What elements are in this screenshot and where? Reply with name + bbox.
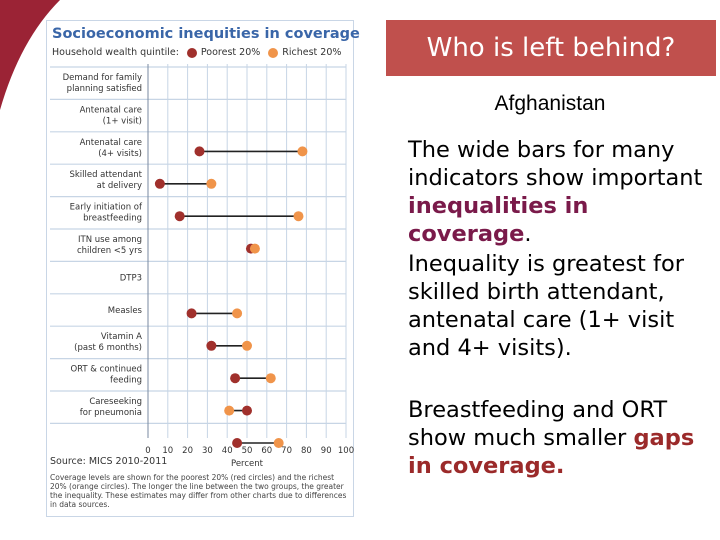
category-label-line: breastfeeding — [83, 214, 142, 224]
category-label-line: Antenatal care — [80, 138, 142, 148]
legend-richest-label: Richest 20% — [282, 47, 342, 58]
category-label-line: Vitamin A — [101, 332, 142, 342]
category-label-line: planning satisfied — [67, 84, 142, 94]
chart-legend: Household wealth quintile: Poorest 20% R… — [52, 47, 341, 58]
category-label: Antenatal care (4+ visits) — [80, 138, 142, 159]
category-label-line: ORT & continued — [70, 365, 142, 375]
category-label: Skilled attendant at delivery — [69, 170, 142, 191]
richest-point — [265, 373, 276, 384]
paragraph-text: Inequality is greatest for skilled birth… — [408, 251, 684, 361]
richest-point — [232, 308, 243, 319]
richest-point — [249, 243, 260, 254]
x-tick-label: 70 — [281, 446, 292, 456]
category-label-line: at delivery — [97, 181, 142, 191]
x-tick-label: 100 — [338, 446, 354, 456]
poorest-point — [154, 178, 165, 189]
paragraph-smaller-gaps: Breastfeeding and ORT show much smaller … — [408, 396, 713, 480]
category-label-line: (past 6 months) — [74, 343, 142, 353]
x-tick-label: 90 — [321, 446, 332, 456]
category-label-line: Demand for family — [63, 73, 142, 83]
category-label-line: (1+ visit) — [103, 116, 142, 126]
x-tick-label: 30 — [202, 446, 213, 456]
x-tick-label: 20 — [182, 446, 193, 456]
x-tick-label: 60 — [261, 446, 272, 456]
poorest-point — [174, 211, 185, 222]
poorest-point — [206, 340, 217, 351]
slide-banner: Who is left behind? — [386, 20, 716, 76]
x-tick-label: 0 — [145, 446, 150, 456]
highlight-inequalities: inequalities in coverage — [408, 193, 589, 247]
chart-source: Source: MICS 2010-2011 — [50, 456, 168, 467]
corner-decoration — [0, 0, 60, 110]
chart-footnote: Coverage levels are shown for the poores… — [50, 473, 347, 509]
legend-label: Household wealth quintile: — [52, 47, 179, 58]
category-label: ITN use among children <5 yrs — [77, 235, 143, 256]
paragraph-greatest-inequality: Inequality is greatest for skilled birth… — [408, 250, 713, 362]
category-label: Demand for family planning satisfied — [63, 73, 142, 94]
poorest-point — [230, 373, 241, 384]
category-label-line: (4+ visits) — [98, 149, 142, 159]
category-label-line: Measles — [108, 306, 143, 316]
category-label-line: Skilled attendant — [69, 170, 142, 180]
x-tick-label: 80 — [301, 446, 312, 456]
richest-point — [297, 146, 308, 157]
legend-marker-richest — [268, 47, 279, 58]
richest-point — [293, 211, 304, 222]
category-label: DTP3 — [120, 273, 142, 283]
category-label-line: Careseeking — [89, 397, 142, 407]
category-label-line: feeding — [110, 376, 142, 386]
banner-title: Who is left behind? — [426, 33, 676, 63]
x-axis-label: Percent — [231, 459, 264, 469]
category-label: Measles — [108, 306, 143, 316]
poorest-point — [232, 438, 243, 448]
legend-marker-poorest — [186, 47, 197, 58]
richest-point — [206, 178, 217, 189]
category-label: ORT & continued feeding — [70, 365, 142, 386]
category-label-line: ITN use among — [78, 235, 142, 245]
category-label: Careseeking for pneumonia — [80, 397, 142, 418]
paragraph-period: . — [524, 221, 532, 247]
chart-panel — [46, 20, 354, 517]
legend-poorest-label: Poorest 20% — [200, 47, 261, 58]
category-label: Early initiation of breastfeeding — [70, 203, 143, 224]
paragraph-inequalities: The wide bars for many indicators show i… — [408, 136, 713, 248]
poorest-point — [186, 308, 197, 319]
category-label: Vitamin A (past 6 months) — [74, 332, 142, 353]
category-label-line: DTP3 — [120, 273, 142, 283]
category-label-line: Antenatal care — [80, 105, 142, 115]
poorest-point — [242, 405, 252, 416]
category-label-line: Early initiation of — [70, 203, 143, 213]
x-tick-label: 50 — [242, 446, 253, 456]
paragraph-text: Breastfeeding and ORT show much smaller — [408, 397, 668, 451]
highlight-gaps: gaps in coverage. — [408, 425, 695, 479]
category-label-line: children <5 yrs — [77, 246, 143, 256]
country-title: Afghanistan — [494, 92, 606, 115]
richest-point — [224, 405, 235, 416]
category-label: Antenatal care (1+ visit) — [80, 105, 142, 126]
x-tick-label: 10 — [162, 446, 173, 456]
chart-title: Socioeconomic inequities in coverage — [52, 26, 360, 42]
poorest-point — [194, 146, 205, 157]
paragraph-text: The wide bars for many indicators show i… — [408, 137, 703, 191]
x-tick-label: 40 — [222, 446, 233, 456]
richest-point — [273, 438, 284, 448]
category-label-line: for pneumonia — [80, 408, 142, 418]
richest-point — [242, 340, 252, 351]
